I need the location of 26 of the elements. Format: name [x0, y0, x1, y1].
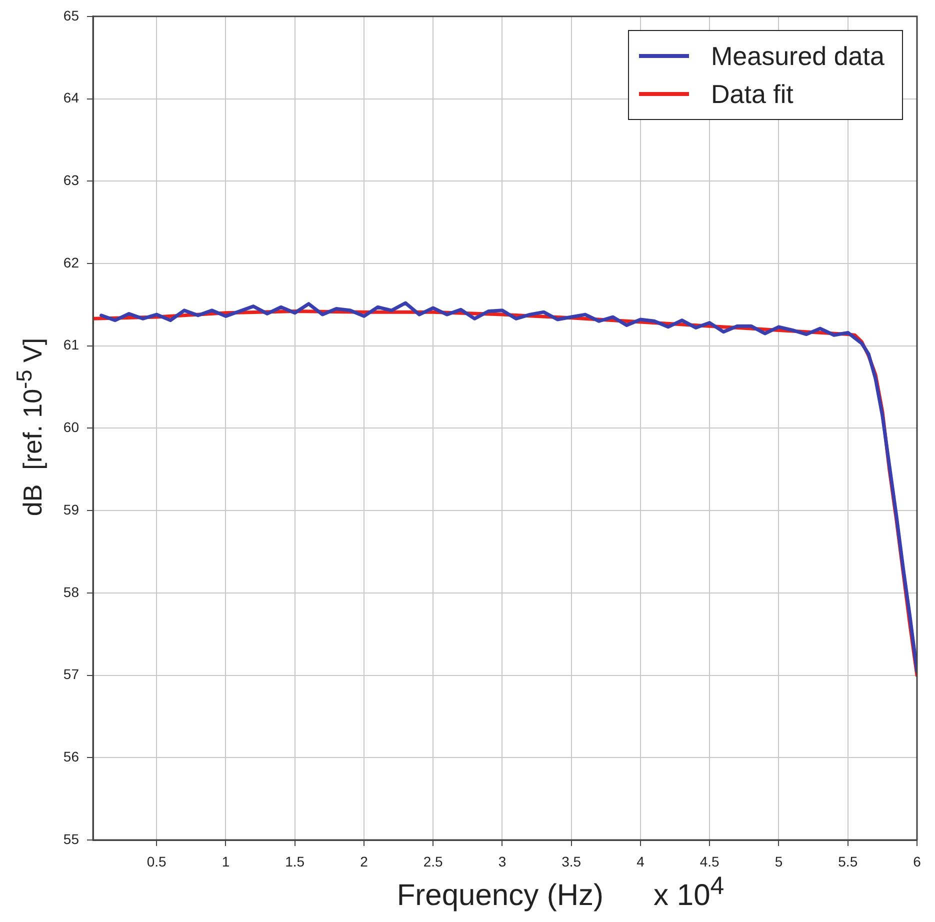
- legend-label: Measured data: [711, 40, 884, 72]
- y-tick-label: 60: [63, 419, 80, 436]
- y-tick-label: 56: [63, 748, 80, 764]
- x-tick-label: 3: [498, 853, 506, 870]
- legend-label: Data fit: [711, 78, 794, 110]
- x-tick-label: 2.5: [423, 853, 444, 870]
- y-tick-label: 57: [63, 666, 80, 682]
- y-tick-label: 59: [63, 501, 80, 518]
- x-tick-label: 2: [360, 853, 368, 870]
- x-tick-label: 4.5: [700, 853, 720, 870]
- y-tick-label: 62: [63, 254, 80, 270]
- x-tick-label: 1: [222, 853, 230, 870]
- x-tick-label: 1.5: [285, 853, 305, 870]
- y-tick-label: 63: [63, 172, 80, 188]
- x-axis-title: Frequency (Hz) x 10$^{4}$: [396, 872, 726, 913]
- x-tick-label: 5.5: [838, 853, 858, 870]
- y-tick-label: 64: [63, 90, 80, 106]
- x-tick-label: 4: [636, 853, 645, 870]
- x-tick-label: 0.5: [146, 853, 167, 870]
- y-tick-label: 65: [63, 7, 80, 24]
- y-tick-label: 55: [63, 830, 80, 847]
- x-tick-label: 6: [913, 853, 922, 870]
- x-tick-label: 5: [774, 853, 783, 870]
- y-tick-label: 58: [63, 584, 80, 600]
- x-tick-label: 3.5: [562, 853, 582, 870]
- y-tick-label: 61: [63, 336, 80, 353]
